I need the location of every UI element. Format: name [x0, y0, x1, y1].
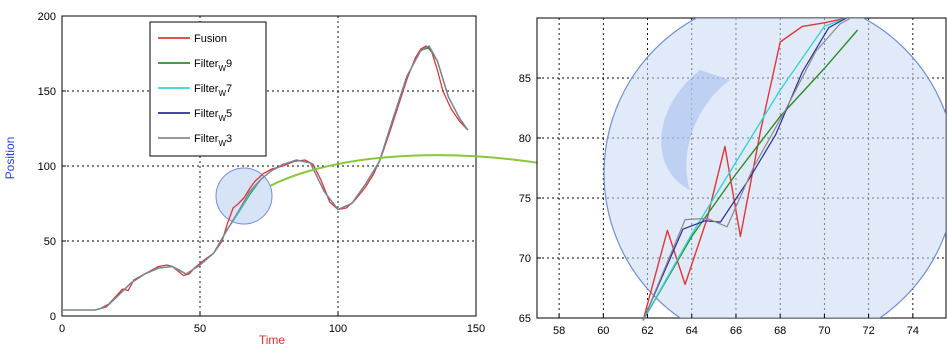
legend-label: FilterW7 [194, 83, 232, 98]
x-tick-label: 60 [597, 325, 609, 337]
legend-label: Fusion [194, 33, 227, 45]
left-chart: 0 50 100 150 0 50 100 150 200 Fusion FilterW9 Filt… [3, 11, 485, 346]
series-line-fusion [642, 17, 847, 321]
x-tick-label: 66 [730, 325, 742, 337]
y-tick-label: 80 [519, 133, 531, 145]
left-ticks: 0 50 100 150 0 50 100 150 200 [38, 11, 486, 335]
series-line-filter-w3 [642, 17, 852, 321]
left-series-group [62, 45, 469, 311]
x-tick-label: 64 [686, 325, 698, 337]
y-tick-label: 75 [519, 193, 531, 205]
x-tick-label: 62 [641, 325, 653, 337]
y-tick-label: 70 [519, 253, 531, 265]
x-tick-label: 50 [194, 323, 206, 335]
magnifier-circle [603, 18, 946, 318]
zoom-magnifier-circle [603, 18, 946, 318]
x-tick-label: 150 [467, 323, 485, 335]
right-chart: 58 60 62 64 66 68 70 72 74 65 70 75 80 85 [519, 17, 947, 337]
y-axis-label: Position [3, 137, 17, 180]
y-tick-label: 150 [38, 86, 56, 98]
x-tick-label: 68 [774, 325, 786, 337]
y-tick-label: 100 [38, 161, 56, 173]
x-tick-label: 58 [553, 325, 565, 337]
legend-label: FilterW9 [194, 58, 232, 73]
legend-label: FilterW3 [194, 133, 232, 148]
x-tick-label: 0 [59, 323, 65, 335]
y-tick-label: 50 [44, 236, 56, 248]
x-tick-label: 100 [329, 323, 347, 335]
right-ticks: 58 60 62 64 66 68 70 72 74 65 70 75 80 85 [519, 73, 919, 337]
series-line-filterw3 [62, 45, 469, 311]
legend-box [149, 21, 267, 157]
x-tick-label: 72 [862, 325, 874, 337]
series-line-filter-w5 [642, 17, 847, 321]
series-line-filter-w7 [642, 17, 847, 321]
x-tick-label: 74 [907, 325, 919, 337]
y-tick-label: 0 [50, 311, 56, 323]
x-tick-label: 70 [818, 325, 830, 337]
x-axis-label: Time [259, 333, 286, 346]
y-tick-label: 65 [519, 313, 531, 325]
y-tick-label: 85 [519, 73, 531, 85]
legend: Fusion FilterW9 FilterW7 FilterW5 FilterW3 [149, 21, 267, 157]
magnifier-highlight [661, 70, 730, 190]
y-tick-label: 200 [38, 11, 56, 23]
series-line-filter-w9 [642, 29, 859, 321]
legend-label: FilterW5 [194, 108, 232, 123]
right-series-group [642, 17, 859, 321]
